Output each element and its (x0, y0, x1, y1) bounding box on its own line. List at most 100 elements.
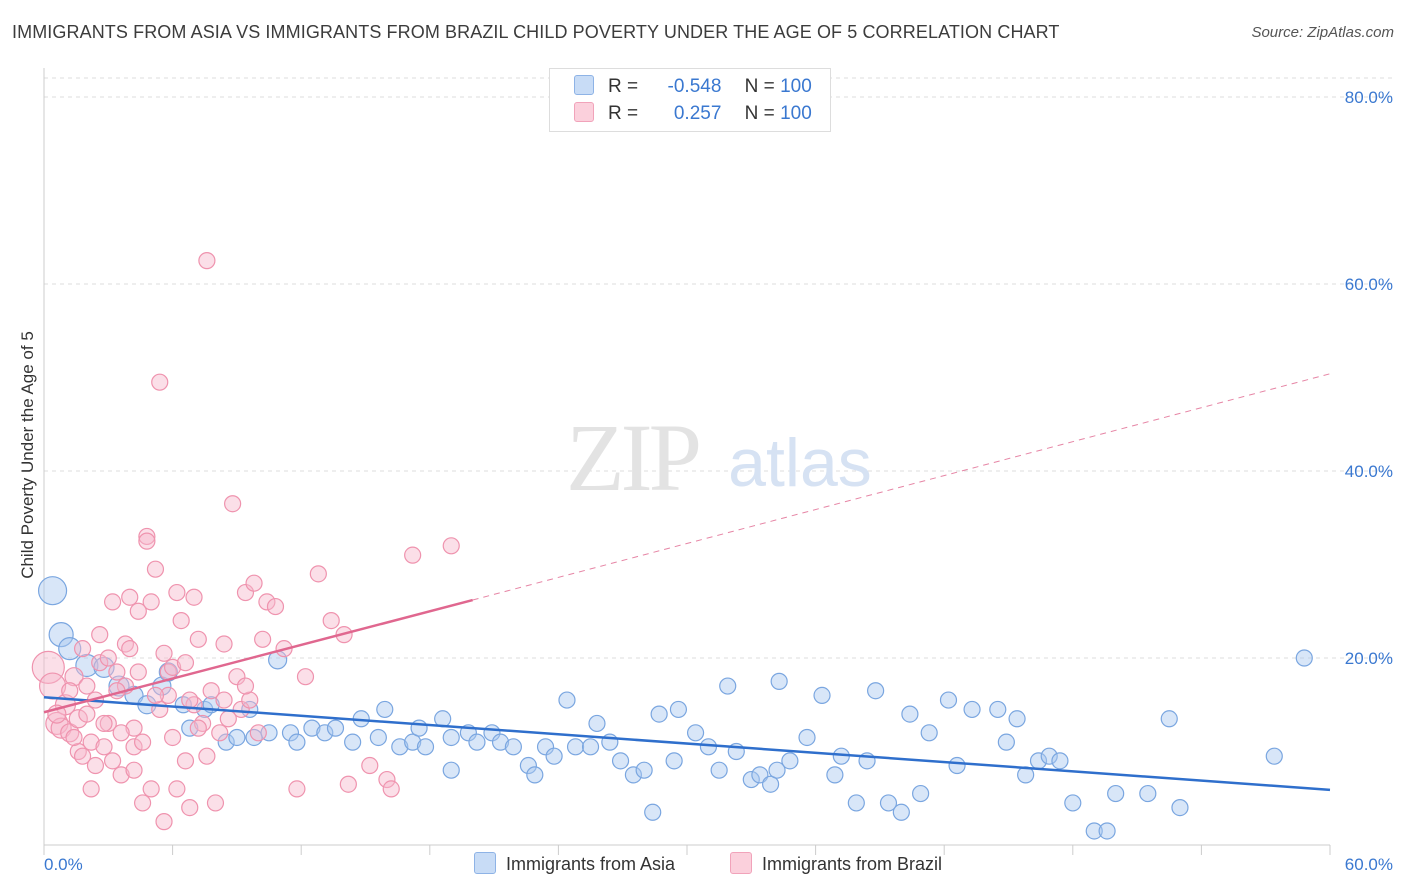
point-asia (912, 784, 930, 803)
point-asia (217, 733, 235, 751)
point-brazil (103, 593, 122, 611)
point-asia (558, 691, 576, 709)
watermark: ZIP atlas (566, 404, 872, 511)
point-asia (901, 705, 919, 723)
point-brazil (236, 677, 255, 695)
point-brazil (99, 649, 117, 667)
point-brazil (211, 724, 229, 742)
point-brazil (378, 770, 396, 789)
point-asia (581, 738, 600, 756)
r-label: R = (608, 76, 639, 97)
y-tick-label: 40.0% (1345, 462, 1393, 481)
point-brazil (245, 574, 263, 592)
point-asia (48, 622, 74, 648)
legend-swatch-brazil (574, 102, 594, 122)
point-brazil (198, 747, 216, 765)
point-brazil (404, 546, 422, 564)
point-asia (468, 733, 486, 751)
point-brazil (258, 593, 276, 611)
tick-labels: 20.0% 40.0% 60.0% 80.0% 0.0% 60.0% (44, 88, 1393, 874)
x-tick-label: 60.0% (1345, 855, 1393, 874)
point-asia (650, 705, 668, 723)
point-asia (624, 766, 643, 784)
point-brazil (112, 766, 130, 784)
point-brazil (142, 780, 160, 798)
point-asia (376, 700, 394, 719)
point-asia (742, 770, 760, 789)
legend-item-asia: Immigrants from Asia (474, 852, 675, 875)
point-asia (1051, 752, 1069, 770)
axes (43, 68, 1331, 855)
point-asia (813, 686, 831, 705)
legend-row-asia: R = -0.548 N = 100 (574, 75, 812, 98)
point-brazil (164, 658, 182, 676)
point-brazil (254, 630, 272, 648)
chart-title: IMMIGRANTS FROM ASIA VS IMMIGRANTS FROM … (12, 22, 1060, 42)
point-brazil (266, 597, 285, 616)
point-brazil (138, 532, 156, 550)
point-brazil (236, 583, 255, 602)
point-asia (1160, 710, 1178, 728)
point-asia (536, 738, 555, 756)
point-brazil (129, 663, 147, 681)
point-brazil (215, 635, 233, 653)
point-brazil (60, 723, 80, 743)
point-asia (491, 733, 510, 751)
point-asia (1107, 784, 1125, 803)
point-brazil (78, 705, 96, 723)
point-asia (781, 752, 799, 770)
point-asia (58, 637, 82, 661)
point-brazil (155, 813, 173, 831)
point-asia (228, 728, 246, 747)
point-asia (1171, 798, 1189, 817)
point-brazil (202, 682, 220, 700)
point-brazil (129, 602, 147, 620)
gridlines (44, 77, 1392, 659)
point-asia (281, 724, 300, 742)
point-brazil (189, 630, 207, 648)
point-asia (1085, 822, 1103, 840)
point-asia (303, 719, 321, 737)
legend-swatch-brazil (730, 852, 752, 874)
point-brazil (382, 780, 400, 798)
point-brazil (185, 588, 203, 606)
point-brazil (65, 728, 83, 747)
point-brazil (176, 654, 195, 672)
watermark-atlas: atlas (728, 425, 872, 501)
point-brazil (64, 667, 84, 687)
point-asia (442, 728, 460, 747)
point-asia (1265, 747, 1283, 765)
point-asia (566, 738, 585, 756)
watermark-zip: ZIP (566, 404, 699, 511)
point-brazil (151, 373, 169, 391)
point-brazil (206, 794, 225, 812)
point-asia (1098, 822, 1116, 840)
legend-label-brazil: Immigrants from Brazil (762, 854, 943, 874)
point-brazil (73, 747, 92, 765)
legend-row-brazil: R = 0.257 N = 100 (574, 102, 812, 125)
point-brazil (138, 527, 156, 546)
data-points (31, 252, 1313, 840)
point-brazil (95, 714, 113, 733)
point-asia (1040, 747, 1058, 765)
point-brazil (288, 780, 306, 798)
point-brazil (103, 752, 122, 770)
point-brazil (189, 719, 207, 737)
point-asia (768, 761, 786, 779)
legend-label-asia: Immigrants from Asia (506, 854, 676, 874)
point-asia (504, 738, 522, 756)
point-brazil (112, 724, 130, 742)
point-brazil (361, 756, 379, 775)
point-asia (847, 794, 865, 812)
point-brazil (155, 644, 173, 662)
point-brazil (219, 710, 237, 728)
point-asia (526, 766, 544, 784)
point-asia (416, 738, 435, 756)
source-credit: Source: ZipAtlas.com (1251, 24, 1394, 41)
point-asia (798, 728, 816, 747)
point-brazil (31, 650, 65, 684)
point-brazil (133, 794, 152, 812)
point-asia (391, 738, 409, 756)
point-brazil (133, 733, 152, 751)
